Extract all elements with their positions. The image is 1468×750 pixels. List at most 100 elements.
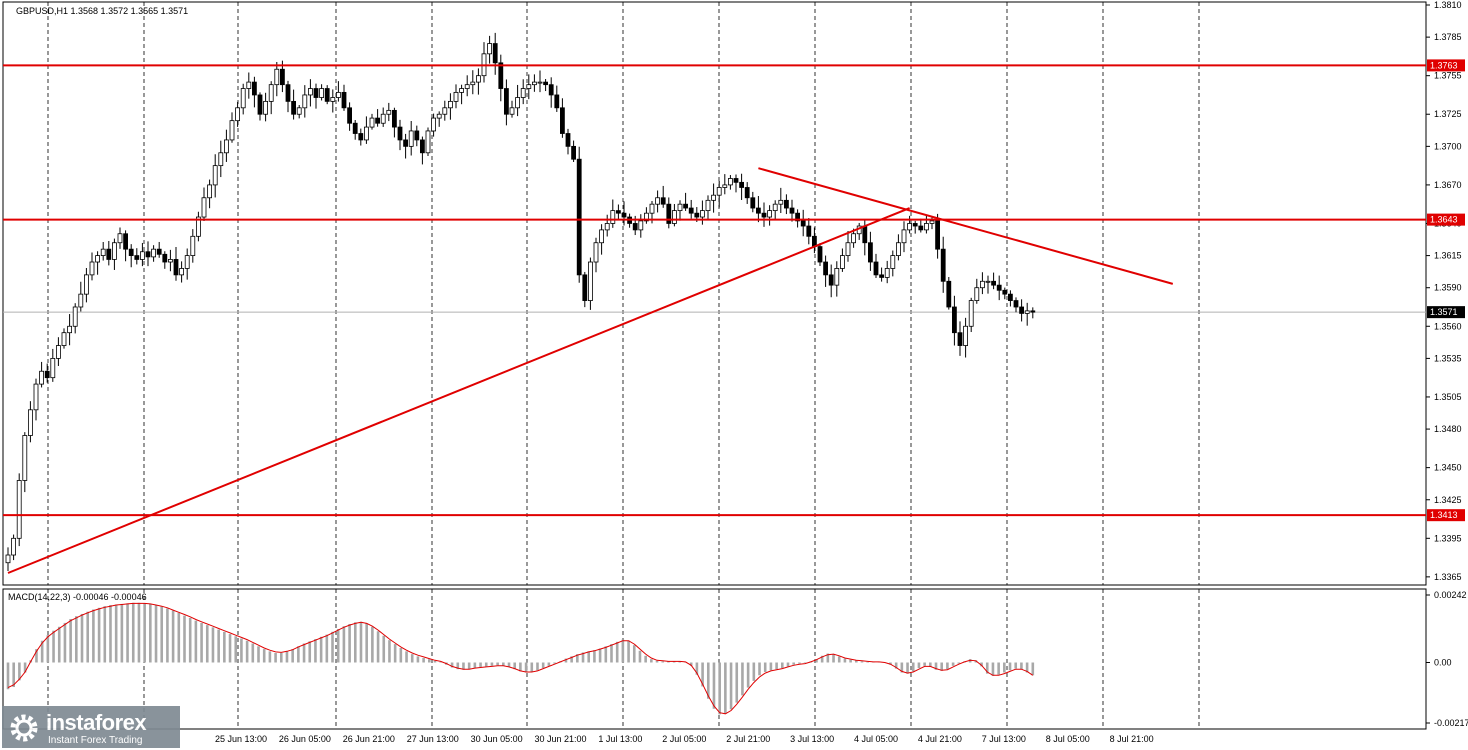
candle-body [240,88,246,109]
candle-body [711,194,716,201]
candle-body [515,97,520,109]
candle-body [324,88,330,102]
candle-body [677,203,683,212]
x-tick-label: 2 Jul 05:00 [662,734,706,744]
candle-body [391,109,397,128]
candle-body [319,88,325,98]
candle-body [744,187,750,199]
candle-body [610,210,616,224]
candle-body [526,84,532,89]
candle-body [940,248,946,282]
candle-body [952,306,957,334]
candle-body [27,409,33,436]
candle-body [548,84,554,96]
candle-body [554,94,560,109]
logo-wordmark: instaforex [46,710,147,735]
current-price-badge [1427,306,1465,319]
candle-body [599,229,604,244]
candle-body [229,120,235,141]
candle-body [436,113,442,119]
candle-body [302,94,308,109]
macd-scale-label: -0.00217 [1434,718,1468,728]
candle-body [61,332,67,346]
candle-body [980,280,985,289]
candle-body [823,261,828,276]
candle-body [487,43,493,55]
candle-body [666,203,672,224]
candle-body [375,117,381,124]
candle-body [806,225,812,237]
candle-body [44,370,50,379]
candle-body [307,88,313,96]
candle-body [532,81,537,86]
candle-body [347,107,353,124]
macd-panel[interactable]: 0.00242 0.00 -0.00217 [2,588,1468,730]
candle-body [78,293,84,308]
candle-body [195,216,201,237]
candle-body [235,107,241,122]
candle-body [700,210,705,218]
candle-body [352,122,358,134]
candle-body [39,370,44,385]
candle-body [279,68,285,86]
candle-body [386,109,392,115]
y-tick-label: 1.3450 [1434,463,1462,473]
candle-body [1019,306,1024,314]
candle-body [22,435,28,481]
candle-body [341,91,347,109]
x-tick-label: 26 Jun 21:00 [343,734,395,744]
candle-body [475,75,481,83]
candle-body [644,212,649,222]
symbol-title: GBPUSD,H1 1.3568 1.3572 1.3565 1.3571 [16,6,188,16]
candle-body [207,184,213,199]
candle-body [733,178,739,183]
candle-body [722,184,728,188]
candle-body [884,268,890,278]
candle-body [632,223,638,231]
candle-body [705,199,711,212]
candle-body [1008,293,1013,301]
trendline-ascending [7,207,910,574]
instaforex-logo: instaforex Instant Forex Trading [2,706,180,748]
y-tick-label: 1.3810 [1434,0,1462,10]
candle-body [929,220,935,224]
y-tick-label: 1.3535 [1434,353,1462,363]
candle-body [694,212,700,218]
candle-body [985,280,991,283]
candle-body [167,259,173,263]
candle-body [431,117,437,132]
y-tick-label: 1.3505 [1434,392,1462,402]
candle-body [879,274,884,278]
candle-body [756,207,761,214]
candle-body [616,210,621,214]
candle-body [190,235,196,256]
candle-body [139,251,145,260]
current-price-label: 1.3571 [1430,307,1458,317]
y-tick-label: 1.3590 [1434,283,1462,293]
gear-icon [10,714,38,742]
x-tick-label: 27 Jun 13:00 [407,734,459,744]
level-badge [1427,509,1465,522]
candle-body [296,107,302,115]
candle-body [257,94,263,115]
candle-body [537,81,543,84]
candle-body [212,165,218,186]
y-tick-label: 1.3755 [1434,71,1462,81]
candle-body [784,199,789,209]
x-tick-label: 3 Jul 13:00 [790,734,834,744]
y-tick-label: 1.3425 [1434,495,1462,505]
candle-body [358,133,364,141]
candle-body [991,280,996,286]
candle-body [739,181,744,188]
candle-body [179,268,185,276]
x-tick-label: 26 Jun 05:00 [279,734,331,744]
candle-body [419,139,425,154]
candle-body [33,383,39,411]
candle-body [335,91,341,98]
candle-body [218,152,224,167]
candle-body [50,357,56,379]
candle-body [5,554,11,564]
y-tick-label: 1.3785 [1434,32,1462,42]
